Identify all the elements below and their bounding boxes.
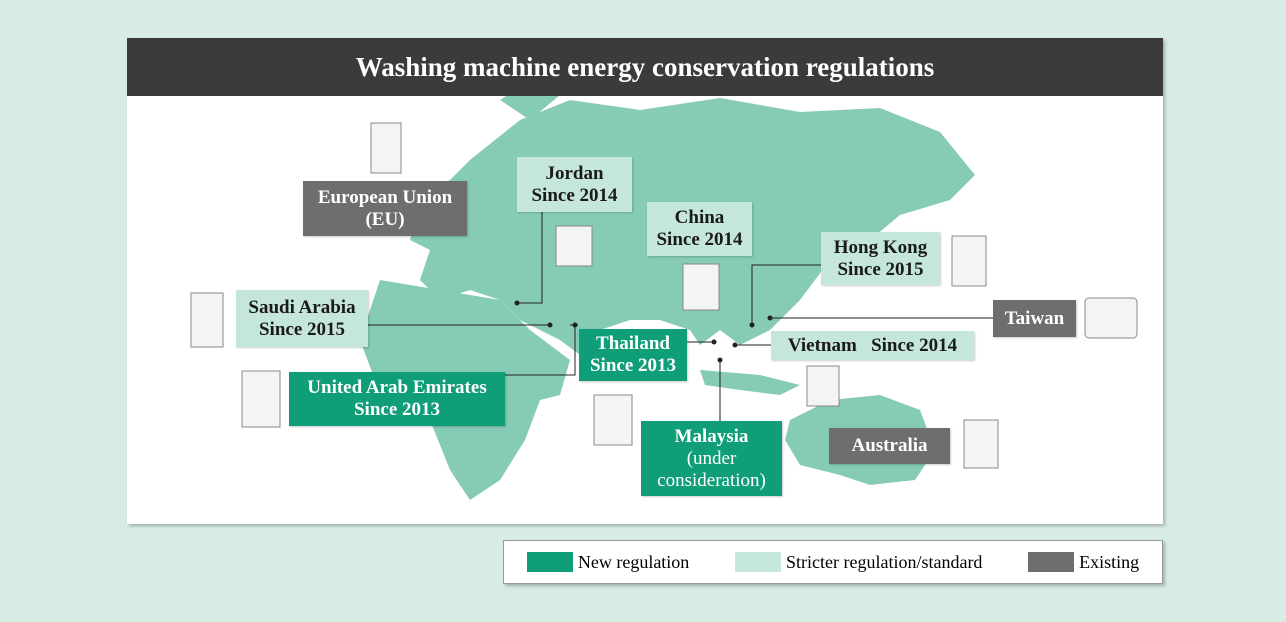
region-box: United Arab Emirates Since 2013 <box>289 372 505 426</box>
legend-item: Existing <box>1028 552 1139 573</box>
legend-swatch <box>526 552 573 572</box>
region-box: Hong Kong Since 2015 <box>821 232 940 285</box>
icon <box>682 263 720 311</box>
region-label: consideration) <box>657 469 766 491</box>
region-label: Hong Kong <box>833 236 928 258</box>
legend-item: New regulation <box>526 551 690 573</box>
region-label: Since 2013 <box>353 399 441 420</box>
region-label: United Arab Emirates <box>307 377 487 398</box>
region-box: Malaysia (under consideration) <box>641 421 782 496</box>
region-label: Since 2014 <box>531 184 618 206</box>
region-label: Since 2013 <box>589 355 677 376</box>
icon <box>370 122 402 174</box>
region-label: (under <box>686 447 737 469</box>
legend-label: New regulation <box>577 551 690 572</box>
region-box: European Union (EU) <box>303 181 467 236</box>
dot <box>711 339 717 345</box>
icon <box>593 394 633 446</box>
legend: New regulation Stricter regulation/standa… <box>503 540 1163 584</box>
legend-item: Stricter regulation/standard <box>735 552 982 573</box>
region-label: Since 2015 <box>837 258 924 280</box>
legend-label: Stricter regulation/standard <box>786 551 983 572</box>
indonesia <box>700 370 800 395</box>
icon <box>806 365 840 407</box>
dot <box>514 300 520 306</box>
icon <box>1084 297 1138 339</box>
region-box: Vietnam Since 2014 <box>771 331 974 360</box>
region-label: Saudi Arabia <box>248 296 356 318</box>
region-label: China <box>674 207 725 228</box>
region-label: Australia <box>851 435 928 456</box>
region-label: Taiwan <box>1004 307 1065 329</box>
icon <box>951 235 987 287</box>
region-label: Vietnam Since 2014 <box>787 334 958 356</box>
dot <box>717 357 723 363</box>
jordan-line <box>517 212 543 304</box>
title: Washing machine energy conservation regu… <box>127 38 1163 96</box>
region-label: European Union <box>317 186 453 208</box>
dot <box>767 315 773 321</box>
icon <box>555 225 593 267</box>
region-label: Thailand <box>596 333 670 354</box>
uae-line-2 <box>505 325 576 376</box>
region-label: Jordan <box>545 162 604 184</box>
labels-icons <box>190 122 1138 469</box>
icon <box>190 292 224 348</box>
dots <box>514 300 773 363</box>
legend-swatch <box>1028 552 1075 572</box>
region-box: Jordan Since 2014 <box>517 157 632 212</box>
region-box: Australia <box>829 428 950 464</box>
region-label: Since 2014 <box>656 229 743 250</box>
dot <box>732 342 738 348</box>
dot <box>547 322 553 328</box>
region-label: (EU) <box>365 208 405 230</box>
region-box: Saudi Arabia Since 2015 <box>236 290 368 347</box>
dot <box>749 322 755 328</box>
icon <box>241 370 281 428</box>
region-label: Malaysia <box>674 425 749 447</box>
region-box: Taiwan <box>993 300 1076 337</box>
legend-label: Existing <box>1079 551 1140 572</box>
region-box: China Since 2014 <box>647 202 752 256</box>
dot <box>572 322 578 328</box>
legend-swatch <box>735 552 781 572</box>
region-label: Since 2015 <box>258 318 346 340</box>
region-box: Thailand Since 2013 <box>579 329 687 381</box>
icon <box>963 419 999 469</box>
hongkong-line <box>751 264 821 325</box>
